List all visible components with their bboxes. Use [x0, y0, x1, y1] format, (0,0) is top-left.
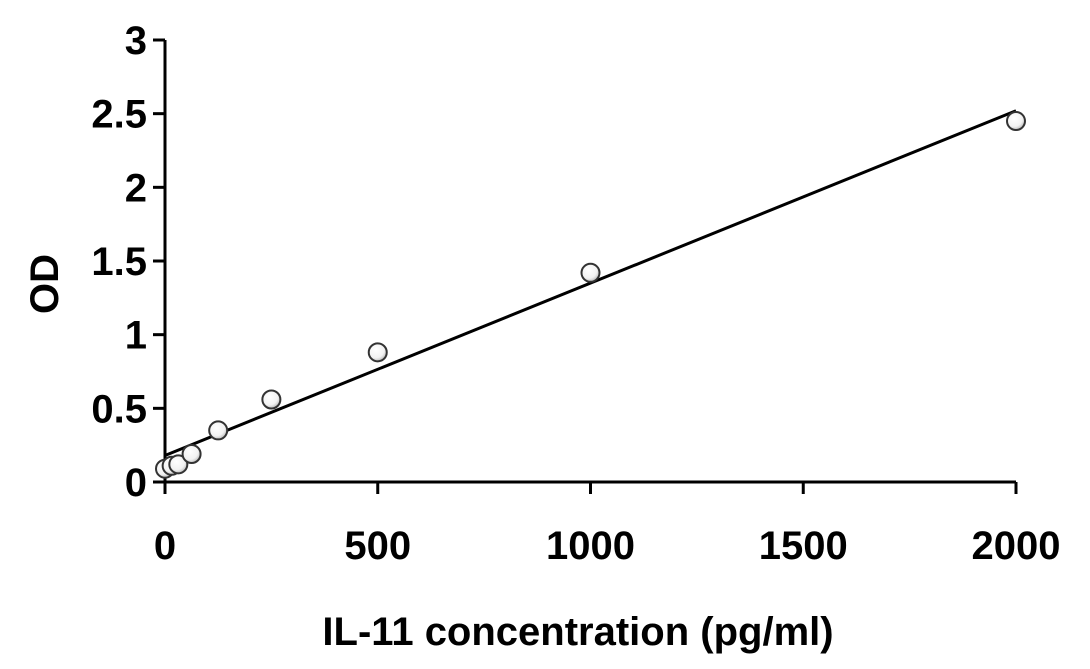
x-tick-label: 1500 — [759, 524, 848, 568]
y-tick-label: 1.5 — [91, 240, 147, 284]
y-axis-label: OD — [23, 254, 67, 314]
x-tick-label: 0 — [154, 524, 176, 568]
y-tick-label: 0 — [125, 461, 147, 505]
y-tick-label: 0.5 — [91, 387, 147, 431]
x-tick-label: 1000 — [546, 524, 635, 568]
x-axis-label: IL-11 concentration (pg/ml) — [322, 610, 833, 654]
data-point — [580, 262, 601, 283]
fit-line-group — [164, 109, 1017, 457]
y-tick-label: 3 — [125, 19, 147, 63]
axes: 0 0.5 1 1.5 2 2.5 3 0 500 1000 1500 2000 — [91, 19, 1060, 568]
y-tick-label: 2 — [125, 166, 147, 210]
y-tick-label: 1 — [125, 314, 147, 358]
data-point — [261, 389, 282, 410]
data-point — [208, 420, 229, 441]
data-point — [367, 342, 388, 363]
data-point — [1006, 111, 1026, 132]
x-tick-label: 500 — [344, 524, 411, 568]
y-tick-label: 2.5 — [91, 93, 147, 137]
fit-line — [164, 109, 1017, 457]
x-tick-label: 2000 — [972, 524, 1061, 568]
data-point — [168, 454, 189, 475]
data-point — [181, 444, 202, 465]
data-points — [155, 111, 1026, 479]
